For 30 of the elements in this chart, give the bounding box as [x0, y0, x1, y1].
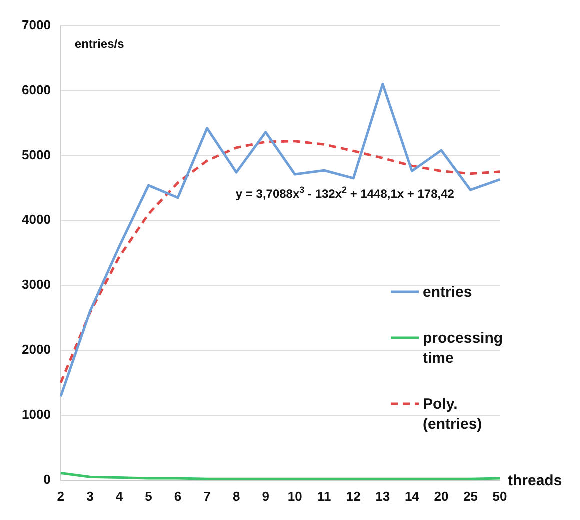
- legend-label: processing time: [423, 329, 504, 369]
- y-axis-title: entries/s: [74, 36, 125, 51]
- y-tick-label: 6000: [22, 82, 51, 98]
- y-tick-label: 1000: [22, 407, 51, 422]
- y-tick-label: 5000: [22, 147, 51, 162]
- y-tick-label: 7000: [22, 17, 51, 32]
- x-tick-label: 8: [232, 488, 240, 504]
- x-tick-label: 25: [463, 488, 478, 504]
- x-tick-label: 5: [145, 488, 152, 504]
- y-tick-label: 3000: [22, 277, 51, 292]
- x-tick-label: 3: [86, 488, 94, 504]
- y-tick-label: 0: [44, 472, 51, 487]
- x-tick-label: 50: [492, 488, 508, 504]
- y-tick-label: 2000: [22, 342, 51, 358]
- y-tick-label: 4000: [22, 212, 51, 228]
- x-tick-label: 7: [204, 488, 211, 504]
- x-tick-label: 9: [262, 488, 270, 504]
- x-tick-label: 20: [434, 488, 449, 504]
- x-axis-title: threads: [508, 472, 562, 490]
- x-tick-label: 14: [404, 488, 420, 504]
- x-tick-label: 12: [346, 488, 361, 504]
- x-tick-label: 10: [288, 488, 302, 504]
- x-tick-label: 4: [116, 488, 124, 504]
- x-tick-label: 2: [57, 488, 65, 504]
- line-series: [60, 140, 502, 384]
- x-tick-label: 6: [174, 488, 182, 504]
- x-tick-label: 11: [317, 488, 332, 504]
- legend-label: entries: [423, 283, 474, 303]
- legend-label: Poly. (entries): [423, 395, 484, 435]
- x-tick-label: 13: [376, 488, 390, 504]
